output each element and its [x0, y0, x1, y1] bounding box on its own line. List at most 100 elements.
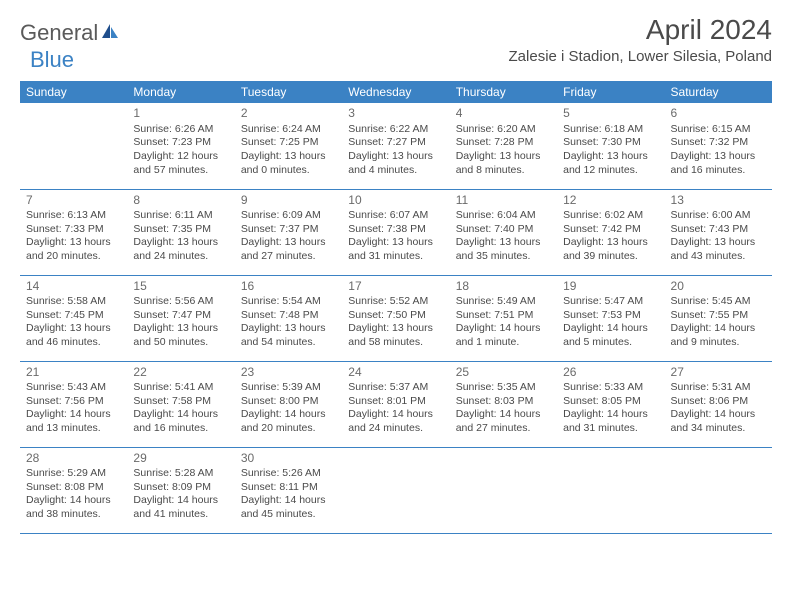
- sunset-text: Sunset: 8:05 PM: [563, 395, 658, 409]
- calendar-cell: 19Sunrise: 5:47 AMSunset: 7:53 PMDayligh…: [557, 275, 664, 361]
- daylight-text: Daylight: 14 hours: [133, 494, 228, 508]
- month-title: April 2024: [509, 14, 772, 46]
- calendar-cell: 8Sunrise: 6:11 AMSunset: 7:35 PMDaylight…: [127, 189, 234, 275]
- logo: General: [20, 14, 122, 46]
- sunset-text: Sunset: 7:40 PM: [456, 223, 551, 237]
- daylight-text: Daylight: 13 hours: [26, 322, 121, 336]
- sunset-text: Sunset: 7:50 PM: [348, 309, 443, 323]
- logo-text-blue: Blue: [30, 47, 74, 72]
- daylight-text: Daylight: 14 hours: [456, 408, 551, 422]
- sunrise-text: Sunrise: 5:37 AM: [348, 381, 443, 395]
- daylight-text: and 39 minutes.: [563, 250, 658, 264]
- calendar-row: 1Sunrise: 6:26 AMSunset: 7:23 PMDaylight…: [20, 103, 772, 189]
- calendar-cell: 15Sunrise: 5:56 AMSunset: 7:47 PMDayligh…: [127, 275, 234, 361]
- sunset-text: Sunset: 7:42 PM: [563, 223, 658, 237]
- calendar-cell: 16Sunrise: 5:54 AMSunset: 7:48 PMDayligh…: [235, 275, 342, 361]
- calendar-cell: 29Sunrise: 5:28 AMSunset: 8:09 PMDayligh…: [127, 447, 234, 533]
- daylight-text: and 16 minutes.: [133, 422, 228, 436]
- day-number: 14: [26, 279, 121, 295]
- daylight-text: and 1 minute.: [456, 336, 551, 350]
- day-number: 12: [563, 193, 658, 209]
- daylight-text: Daylight: 13 hours: [26, 236, 121, 250]
- calendar-row: 14Sunrise: 5:58 AMSunset: 7:45 PMDayligh…: [20, 275, 772, 361]
- daylight-text: and 54 minutes.: [241, 336, 336, 350]
- calendar-cell: [665, 447, 772, 533]
- calendar-cell: 26Sunrise: 5:33 AMSunset: 8:05 PMDayligh…: [557, 361, 664, 447]
- daylight-text: and 27 minutes.: [241, 250, 336, 264]
- daylight-text: Daylight: 14 hours: [26, 494, 121, 508]
- calendar-row: 21Sunrise: 5:43 AMSunset: 7:56 PMDayligh…: [20, 361, 772, 447]
- sunrise-text: Sunrise: 5:39 AM: [241, 381, 336, 395]
- sunset-text: Sunset: 7:45 PM: [26, 309, 121, 323]
- day-number: 9: [241, 193, 336, 209]
- sunrise-text: Sunrise: 6:15 AM: [671, 123, 766, 137]
- daylight-text: and 46 minutes.: [26, 336, 121, 350]
- sunrise-text: Sunrise: 5:31 AM: [671, 381, 766, 395]
- calendar-cell: [450, 447, 557, 533]
- calendar-cell: 27Sunrise: 5:31 AMSunset: 8:06 PMDayligh…: [665, 361, 772, 447]
- daylight-text: and 34 minutes.: [671, 422, 766, 436]
- calendar-body: 1Sunrise: 6:26 AMSunset: 7:23 PMDaylight…: [20, 103, 772, 533]
- sunset-text: Sunset: 7:35 PM: [133, 223, 228, 237]
- daylight-text: and 20 minutes.: [241, 422, 336, 436]
- day-number: 29: [133, 451, 228, 467]
- daylight-text: and 12 minutes.: [563, 164, 658, 178]
- sunrise-text: Sunrise: 6:00 AM: [671, 209, 766, 223]
- daylight-text: and 41 minutes.: [133, 508, 228, 522]
- daylight-text: and 24 minutes.: [133, 250, 228, 264]
- sunrise-text: Sunrise: 6:18 AM: [563, 123, 658, 137]
- sunset-text: Sunset: 7:25 PM: [241, 136, 336, 150]
- calendar-row: 7Sunrise: 6:13 AMSunset: 7:33 PMDaylight…: [20, 189, 772, 275]
- day-number: 3: [348, 106, 443, 122]
- calendar-cell: 5Sunrise: 6:18 AMSunset: 7:30 PMDaylight…: [557, 103, 664, 189]
- weekday-header-row: Sunday Monday Tuesday Wednesday Thursday…: [20, 81, 772, 103]
- daylight-text: and 4 minutes.: [348, 164, 443, 178]
- calendar-cell: 9Sunrise: 6:09 AMSunset: 7:37 PMDaylight…: [235, 189, 342, 275]
- calendar-cell: 1Sunrise: 6:26 AMSunset: 7:23 PMDaylight…: [127, 103, 234, 189]
- day-number: 13: [671, 193, 766, 209]
- daylight-text: and 13 minutes.: [26, 422, 121, 436]
- logo-text-general: General: [20, 20, 98, 46]
- daylight-text: Daylight: 14 hours: [241, 494, 336, 508]
- day-number: 17: [348, 279, 443, 295]
- sunset-text: Sunset: 7:53 PM: [563, 309, 658, 323]
- sunset-text: Sunset: 7:56 PM: [26, 395, 121, 409]
- calendar-cell: 22Sunrise: 5:41 AMSunset: 7:58 PMDayligh…: [127, 361, 234, 447]
- daylight-text: Daylight: 13 hours: [133, 236, 228, 250]
- day-number: 19: [563, 279, 658, 295]
- day-number: 28: [26, 451, 121, 467]
- sunset-text: Sunset: 7:51 PM: [456, 309, 551, 323]
- sunrise-text: Sunrise: 5:54 AM: [241, 295, 336, 309]
- calendar-row: 28Sunrise: 5:29 AMSunset: 8:08 PMDayligh…: [20, 447, 772, 533]
- day-number: 5: [563, 106, 658, 122]
- sunset-text: Sunset: 7:28 PM: [456, 136, 551, 150]
- sunrise-text: Sunrise: 6:04 AM: [456, 209, 551, 223]
- sunrise-text: Sunrise: 5:58 AM: [26, 295, 121, 309]
- calendar-cell: 20Sunrise: 5:45 AMSunset: 7:55 PMDayligh…: [665, 275, 772, 361]
- day-number: 8: [133, 193, 228, 209]
- daylight-text: Daylight: 13 hours: [348, 236, 443, 250]
- day-number: 15: [133, 279, 228, 295]
- day-number: 11: [456, 193, 551, 209]
- weekday-header: Saturday: [665, 81, 772, 103]
- daylight-text: Daylight: 13 hours: [563, 236, 658, 250]
- daylight-text: and 38 minutes.: [26, 508, 121, 522]
- sunrise-text: Sunrise: 6:26 AM: [133, 123, 228, 137]
- sunrise-text: Sunrise: 5:52 AM: [348, 295, 443, 309]
- calendar-cell: [342, 447, 449, 533]
- calendar-cell: 12Sunrise: 6:02 AMSunset: 7:42 PMDayligh…: [557, 189, 664, 275]
- calendar-cell: 30Sunrise: 5:26 AMSunset: 8:11 PMDayligh…: [235, 447, 342, 533]
- daylight-text: and 24 minutes.: [348, 422, 443, 436]
- daylight-text: and 57 minutes.: [133, 164, 228, 178]
- day-number: 24: [348, 365, 443, 381]
- weekday-header: Sunday: [20, 81, 127, 103]
- daylight-text: Daylight: 13 hours: [456, 236, 551, 250]
- sunrise-text: Sunrise: 5:35 AM: [456, 381, 551, 395]
- daylight-text: Daylight: 12 hours: [133, 150, 228, 164]
- sunrise-text: Sunrise: 5:47 AM: [563, 295, 658, 309]
- daylight-text: and 9 minutes.: [671, 336, 766, 350]
- sunrise-text: Sunrise: 6:13 AM: [26, 209, 121, 223]
- day-number: 10: [348, 193, 443, 209]
- calendar-cell: 11Sunrise: 6:04 AMSunset: 7:40 PMDayligh…: [450, 189, 557, 275]
- daylight-text: Daylight: 13 hours: [348, 322, 443, 336]
